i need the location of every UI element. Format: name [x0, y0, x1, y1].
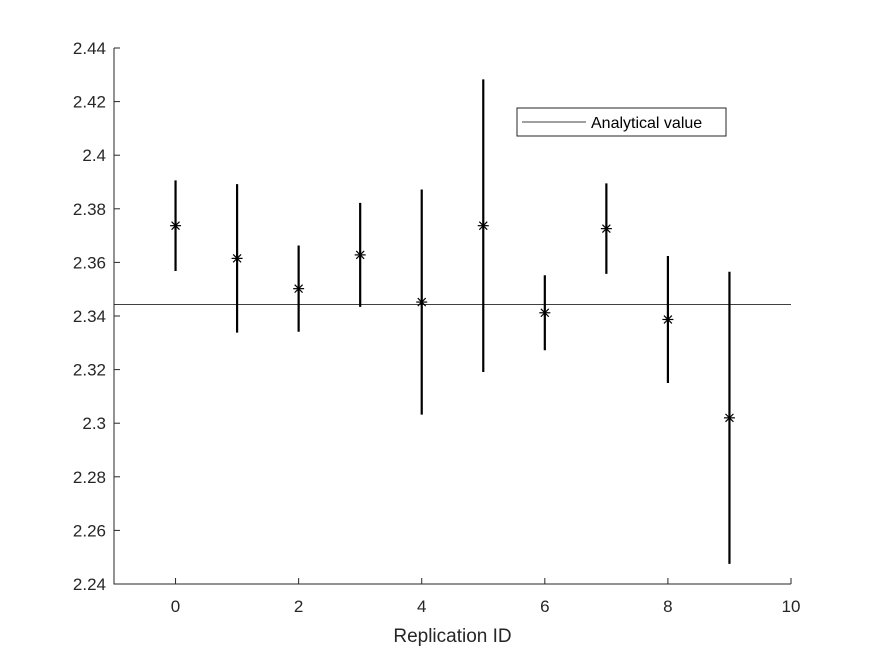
data-point-marker: [662, 313, 674, 325]
y-axis-ticks: 2.24 2.26 2.28 2.3 2.32 2.34 2.36 2.38 2.4 2.42 2.…: [73, 39, 120, 594]
data-point-marker: [539, 307, 551, 319]
data-point-marker: [354, 249, 366, 261]
x-tick-label: 4: [417, 597, 426, 616]
y-tick-label: 2.4: [82, 146, 106, 165]
y-tick-label: 2.44: [73, 39, 106, 58]
y-tick-label: 2.32: [73, 361, 106, 380]
x-axis-label: Replication ID: [393, 626, 511, 647]
legend: Analytical value: [516, 107, 727, 137]
data-point-marker: [231, 252, 243, 264]
data-point-marker: [723, 412, 735, 424]
x-tick-label: 2: [294, 597, 303, 616]
x-axis-ticks: 0 2 4 6 8 10: [171, 578, 801, 616]
x-tick-label: 8: [663, 597, 672, 616]
y-tick-label: 2.42: [73, 93, 106, 112]
y-tick-label: 2.34: [73, 307, 106, 326]
y-tick-label: 2.24: [73, 575, 106, 594]
x-tick-label: 10: [782, 597, 801, 616]
data-point-marker: [293, 283, 305, 295]
data-point-marker: [477, 220, 489, 232]
data-point-marker: [416, 296, 428, 308]
x-tick-label: 6: [540, 597, 549, 616]
y-tick-label: 2.26: [73, 521, 106, 540]
legend-entry-analytical-value: Analytical value: [591, 115, 702, 132]
y-tick-label: 2.38: [73, 200, 106, 219]
data-point-marker: [170, 220, 182, 232]
y-tick-label: 2.3: [82, 414, 106, 433]
x-tick-label: 0: [171, 597, 180, 616]
y-tick-label: 2.28: [73, 468, 106, 487]
plot-area: 2.24 2.26 2.28 2.3 2.32 2.34 2.36 2.38 2.4 2.42 2.…: [73, 39, 801, 616]
data-point-marker: [600, 223, 612, 235]
data-markers: [170, 220, 735, 424]
y-tick-label: 2.36: [73, 253, 106, 272]
